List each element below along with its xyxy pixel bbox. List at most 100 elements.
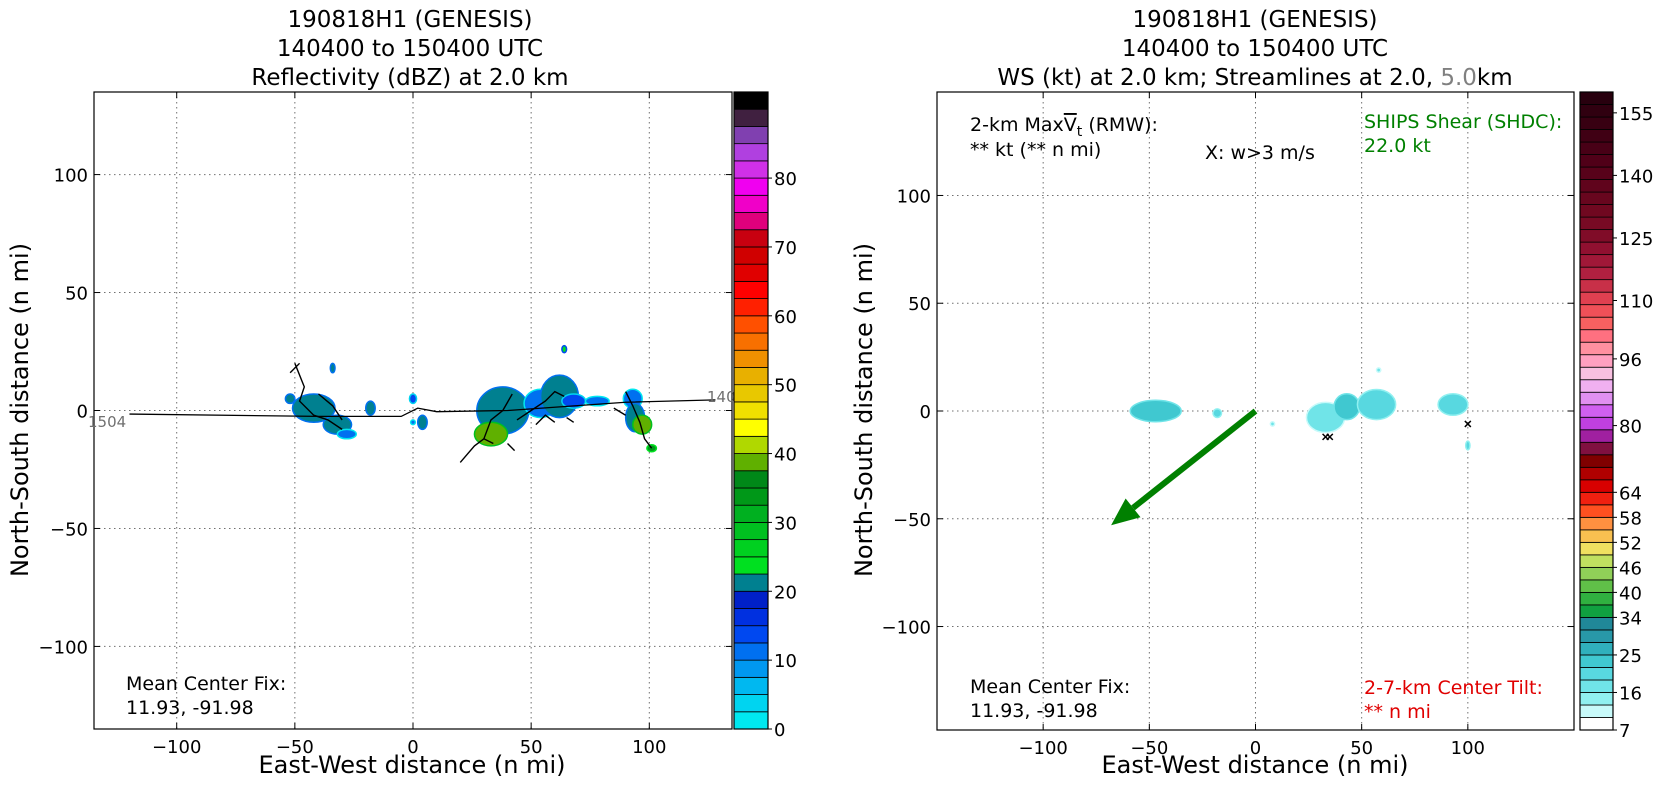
streamline-segment xyxy=(294,363,343,430)
left-xtick-label: 50 xyxy=(520,737,543,758)
left-colorbar-bin xyxy=(733,367,769,386)
right-colorbar-bin xyxy=(1579,642,1614,656)
left-colorbar-bin xyxy=(733,401,769,420)
right-colorbar-bin xyxy=(1579,579,1614,593)
right-colorbar-bin xyxy=(1579,717,1614,731)
left-colorbar-bin xyxy=(733,590,769,609)
right-colorbar-bin xyxy=(1579,366,1614,381)
right-colorbar-bin xyxy=(1579,129,1614,143)
right-ytick-label: −50 xyxy=(893,510,931,531)
left-ytick-label: 100 xyxy=(54,166,88,187)
right-max-wind-suffix: (RMW): xyxy=(1082,114,1158,136)
right-colorbar-bin xyxy=(1579,279,1614,293)
right-updraft-note: X: w>3 m/s xyxy=(1205,142,1315,164)
right-xtick-label: −50 xyxy=(1130,738,1168,759)
right-ytick-label: −100 xyxy=(882,618,931,639)
right-shear-label: SHIPS Shear (SHDC): xyxy=(1364,111,1562,133)
right-tilt-label: 2-7-km Center Tilt: xyxy=(1364,677,1543,699)
left-colorbar: 0 10 20 30 40 50 60 70 80 xyxy=(733,91,797,741)
right-colorbar-bin xyxy=(1579,166,1614,180)
left-colorbar-bin xyxy=(733,298,769,317)
left-title-line-1: 190818H1 (GENESIS) xyxy=(287,7,532,33)
right-colorbar-bin xyxy=(1579,516,1614,531)
right-xtick-label: 0 xyxy=(1250,738,1261,759)
right-colorbar-bin xyxy=(1579,391,1614,406)
right-colorbar-bin xyxy=(1579,191,1614,205)
right-tilt-value: ** n mi xyxy=(1364,701,1431,723)
right-colorbar-bin xyxy=(1579,454,1614,468)
right-colorbar-bin xyxy=(1579,304,1614,318)
right-xlabel: East-West distance (n mi) xyxy=(1101,751,1408,779)
wind-speed-panel: 190818H1 (GENESIS) 140400 to 150400 UTC … xyxy=(850,7,1653,779)
right-colorbar: 7 16 25 34 40 46 52 58 64 80 96 110 125 140 155 xyxy=(1579,91,1653,742)
wind-speed-cell xyxy=(1375,367,1382,373)
right-ytick-label: 100 xyxy=(897,186,931,207)
left-colorbar-bin xyxy=(733,108,769,127)
left-colorbar-label: 50 xyxy=(774,376,797,397)
right-colorbar-bin xyxy=(1579,341,1614,356)
left-colorbar-bin xyxy=(733,676,769,695)
left-colorbar-bin xyxy=(733,177,769,196)
right-colorbar-bin xyxy=(1579,154,1614,168)
right-ytick-label: 50 xyxy=(908,294,931,315)
right-colorbar-label: 125 xyxy=(1619,229,1653,250)
left-storm-track xyxy=(129,399,716,418)
left-colorbar-bin xyxy=(733,384,769,403)
right-title-main: WS (kt) at 2.0 km; Streamlines at 2.0, xyxy=(997,65,1440,91)
reflectivity-echo-cell xyxy=(416,414,428,431)
right-colorbar-bin xyxy=(1579,329,1614,343)
left-colorbar-bin xyxy=(733,332,769,351)
right-colorbar-bin xyxy=(1579,541,1614,556)
right-grid xyxy=(937,92,1574,730)
right-colorbar-label: 110 xyxy=(1619,291,1653,312)
right-colorbar-bin xyxy=(1579,404,1614,418)
wind-speed-cell xyxy=(1129,399,1182,423)
left-colorbar-label: 80 xyxy=(774,169,797,190)
left-colorbar-bin xyxy=(733,126,769,145)
streamline-segment xyxy=(507,443,516,452)
wind-speed-cell xyxy=(1269,421,1276,427)
left-colorbar-label: 70 xyxy=(774,238,797,259)
reflectivity-echo-cell xyxy=(364,400,376,416)
right-colorbar-bin xyxy=(1579,254,1614,268)
right-colorbar-label: 52 xyxy=(1619,533,1642,554)
left-ytick-label: 0 xyxy=(77,402,88,423)
right-colorbar-bin xyxy=(1579,667,1614,681)
right-colorbar-label: 140 xyxy=(1619,166,1653,187)
left-colorbar-bin xyxy=(733,212,769,231)
right-xtick-label: 100 xyxy=(1451,738,1485,759)
streamline-segment xyxy=(613,407,627,416)
left-colorbar-bin xyxy=(733,229,769,248)
updraft-x-mark xyxy=(1326,433,1334,441)
right-colorbar-bin xyxy=(1579,204,1614,218)
right-colorbar-bin xyxy=(1579,491,1614,506)
right-colorbar-bin xyxy=(1579,354,1614,368)
right-colorbar-label: 34 xyxy=(1619,608,1642,629)
left-xtick-label: −100 xyxy=(152,737,201,758)
streamline-segment xyxy=(625,391,653,449)
right-colorbar-bin xyxy=(1579,179,1614,193)
streamline-segment xyxy=(516,390,565,421)
right-wind-cells xyxy=(1129,367,1471,451)
right-title-line-2: 140400 to 150400 UTC xyxy=(1122,36,1388,62)
left-colorbar-bin xyxy=(733,659,769,678)
right-colorbar-bin xyxy=(1579,529,1614,543)
left-colorbar-label: 60 xyxy=(774,307,797,328)
left-colorbar-label: 0 xyxy=(774,720,785,741)
right-colorbar-label: 64 xyxy=(1619,483,1642,504)
right-shear-vector xyxy=(1111,408,1258,526)
left-track-start-label: 1504 xyxy=(88,413,126,431)
left-grid xyxy=(94,92,732,729)
left-colorbar-label: 40 xyxy=(774,445,797,466)
shear-arrow-head xyxy=(1111,498,1141,526)
wind-speed-cell xyxy=(1212,408,1223,419)
left-echo-cells xyxy=(284,344,658,453)
right-colorbar-label: 155 xyxy=(1619,104,1653,125)
reflectivity-echo-cell xyxy=(329,362,336,374)
streamline-segment xyxy=(318,393,343,421)
right-colorbar-bin xyxy=(1579,216,1614,231)
left-colorbar-bin xyxy=(733,711,769,730)
right-shear-value: 22.0 kt xyxy=(1364,135,1431,157)
left-colorbar-bin xyxy=(733,608,769,627)
streamline-segment xyxy=(566,416,575,423)
